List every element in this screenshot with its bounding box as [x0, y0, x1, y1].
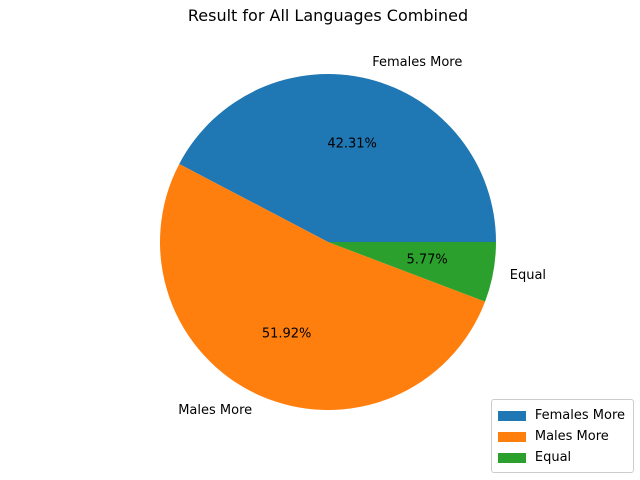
pie-slice-males-more	[160, 163, 486, 410]
legend-swatch-females-more	[497, 410, 526, 421]
slice-label-females-more: Females More	[372, 55, 462, 70]
chart-title: Result for All Languages Combined	[188, 6, 468, 25]
pie-labels: Females More 42.31% Males More 51.92% Equal 5…	[178, 55, 546, 418]
pct-label-equal: 5.77%	[406, 253, 447, 268]
chart-legend: Females More Males More Equal	[490, 399, 634, 473]
legend-label-equal: Equal	[534, 450, 572, 465]
pie-slices	[160, 74, 497, 410]
legend-swatch-equal	[497, 452, 526, 463]
pct-label-females-more: 42.31%	[327, 137, 377, 152]
slice-label-males-more: Males More	[178, 403, 252, 418]
pie-slice-females-more	[179, 74, 497, 242]
legend-label-males-more: Males More	[534, 429, 609, 444]
slice-label-equal: Equal	[510, 268, 546, 283]
legend-item-males-more: Males More	[497, 426, 625, 447]
legend-swatch-males-more	[497, 431, 526, 442]
legend-label-females-more: Females More	[534, 408, 625, 423]
pct-label-males-more: 51.92%	[262, 326, 312, 341]
legend-item-equal: Equal	[497, 447, 625, 468]
legend-item-females-more: Females More	[497, 405, 625, 426]
pie-slice-equal	[328, 242, 496, 302]
